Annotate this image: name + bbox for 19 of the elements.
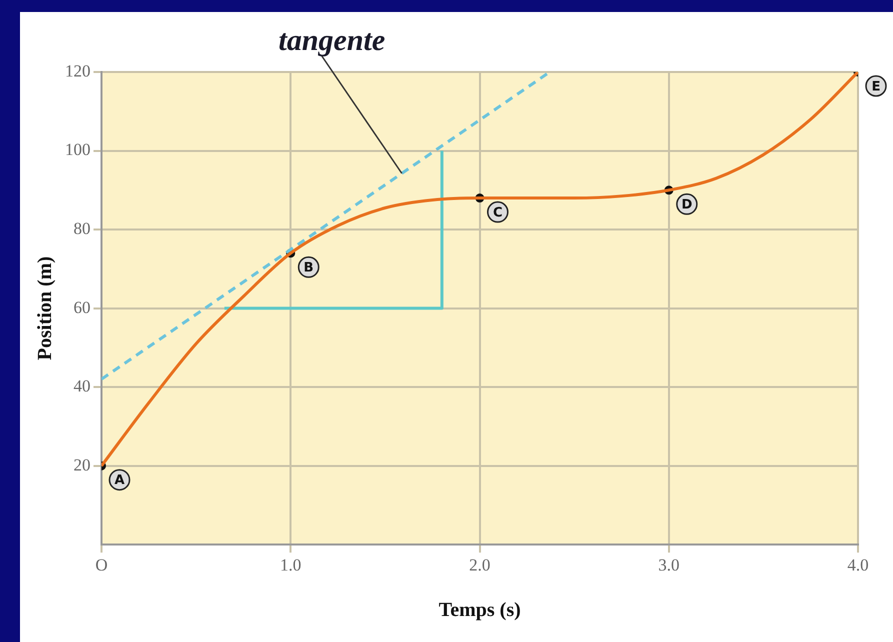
x-tick-label: 2.0 [469, 555, 490, 574]
x-tick-label: O [95, 555, 108, 574]
annotation: D [681, 198, 692, 213]
annotation: E [872, 79, 880, 94]
y-tick-label: 100 [65, 140, 90, 160]
y-tick-label: 80 [74, 219, 90, 238]
y-axis-title: Position (m) [34, 256, 56, 360]
annotation: C [492, 205, 503, 220]
y-tick-label: 60 [74, 298, 90, 317]
y-tick-label: 120 [65, 61, 90, 80]
x-tick-label: 1.0 [280, 555, 302, 574]
annotation: A [114, 473, 125, 488]
x-tick-label: 4.0 [847, 555, 869, 574]
x-axis-title: Temps (s) [438, 599, 521, 622]
annotation: B [304, 260, 314, 276]
y-tick-label: 40 [74, 376, 90, 396]
text: tangente [278, 24, 386, 57]
x-tick-label: 3.0 [658, 555, 680, 574]
y-tick-label: 20 [74, 455, 90, 474]
